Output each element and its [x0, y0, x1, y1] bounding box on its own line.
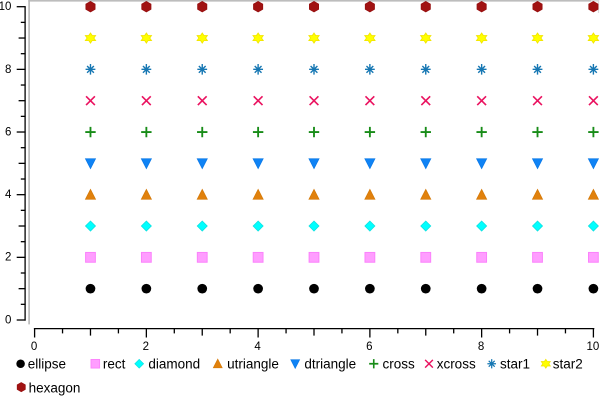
- svg-text:hexagon: hexagon: [29, 381, 81, 396]
- svg-text:dtriangle: dtriangle: [304, 356, 356, 371]
- svg-text:2: 2: [143, 341, 149, 353]
- svg-text:rect: rect: [103, 356, 126, 371]
- svg-text:xcross: xcross: [437, 356, 476, 371]
- svg-text:utriangle: utriangle: [227, 356, 279, 371]
- svg-text:cross: cross: [383, 356, 416, 371]
- svg-text:0: 0: [31, 341, 37, 353]
- svg-text:ellipse: ellipse: [28, 356, 66, 371]
- svg-text:2: 2: [5, 252, 11, 264]
- svg-text:6: 6: [5, 126, 11, 138]
- svg-text:10: 10: [587, 341, 600, 353]
- svg-text:6: 6: [366, 341, 372, 353]
- svg-text:star2: star2: [553, 356, 583, 371]
- svg-text:diamond: diamond: [148, 356, 200, 371]
- svg-text:4: 4: [254, 341, 261, 353]
- svg-text:4: 4: [5, 189, 12, 201]
- svg-text:0: 0: [5, 314, 11, 326]
- svg-text:10: 10: [0, 1, 11, 13]
- svg-text:star1: star1: [500, 356, 530, 371]
- svg-text:8: 8: [5, 64, 11, 76]
- svg-text:8: 8: [478, 341, 484, 353]
